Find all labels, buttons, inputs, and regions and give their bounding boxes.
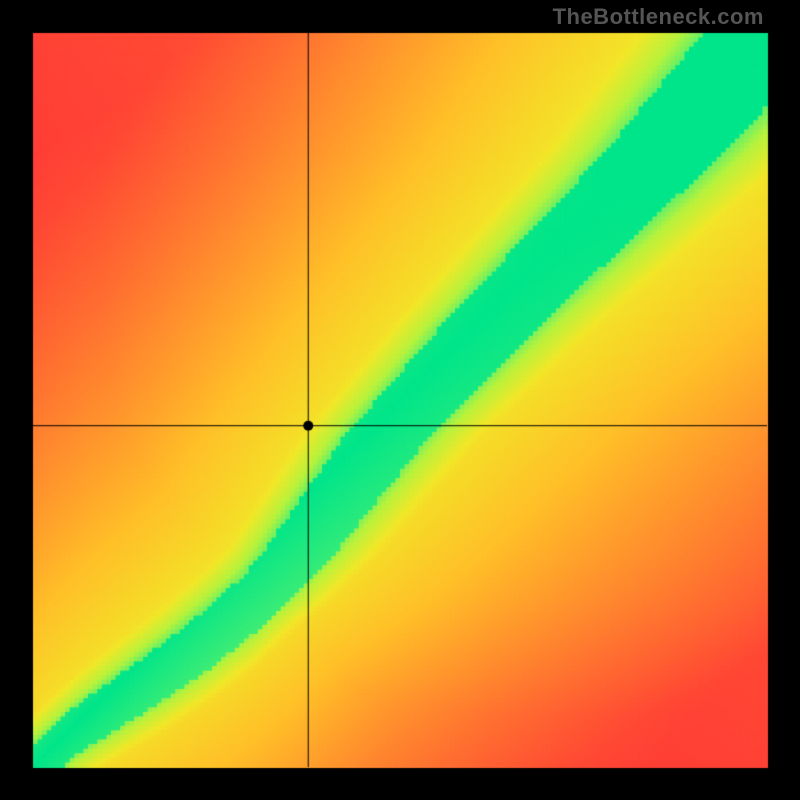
- chart-container: TheBottleneck.com: [0, 0, 800, 800]
- watermark-text: TheBottleneck.com: [553, 4, 764, 30]
- heatmap-canvas: [0, 0, 800, 800]
